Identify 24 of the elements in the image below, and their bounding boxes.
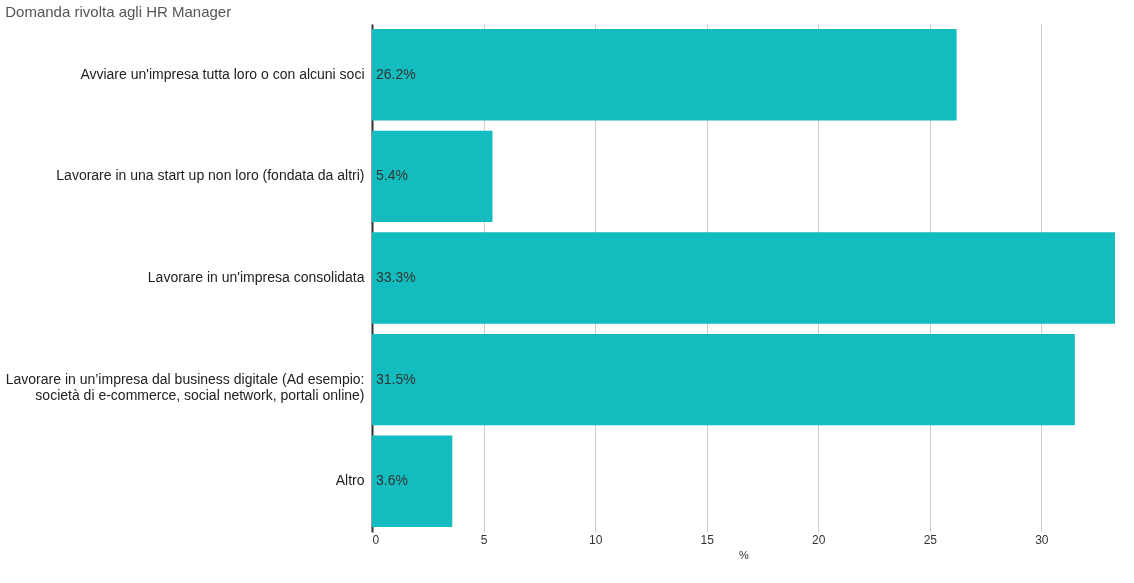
y-tick-label: Lavorare in un'impresa consolidata: [147, 269, 365, 285]
bar: [372, 130, 493, 223]
x-tick-label: 10: [588, 532, 603, 547]
text: Domanda rivolta agli HR Manager: [5, 3, 232, 20]
x-tick-label: 20: [812, 532, 826, 547]
data-label: 5.4%: [376, 167, 408, 184]
y-tick-label: Avviare un'impresa tutta loro o con alcuni soci: [80, 65, 365, 82]
data-label: 26.2%: [376, 65, 416, 82]
y-tick-label: Lavorare in una start up non loro (fondata da altri): [56, 167, 365, 184]
bar: [372, 232, 1115, 324]
bar: [372, 435, 453, 527]
x-tick-label: 30: [1035, 532, 1049, 547]
y-tick-label: Lavorare in un’impresa dal business digitale (Ad esempio: società di e-commerce, social network, portali online): [5, 370, 365, 403]
bar: [372, 333, 1075, 426]
bar: [372, 29, 957, 121]
x-tick-label: 5: [480, 532, 488, 547]
data-label: 3.6%: [376, 472, 408, 489]
x-tick-label: 25: [923, 532, 938, 547]
x-tick-label: 0: [372, 532, 380, 547]
data-label: 31.5%: [376, 370, 416, 387]
data-label: 33.3%: [376, 269, 416, 285]
y-tick-label: Altro: [335, 472, 365, 489]
x-tick-label: 15: [700, 532, 715, 547]
x-axis-title: %: [739, 548, 750, 561]
